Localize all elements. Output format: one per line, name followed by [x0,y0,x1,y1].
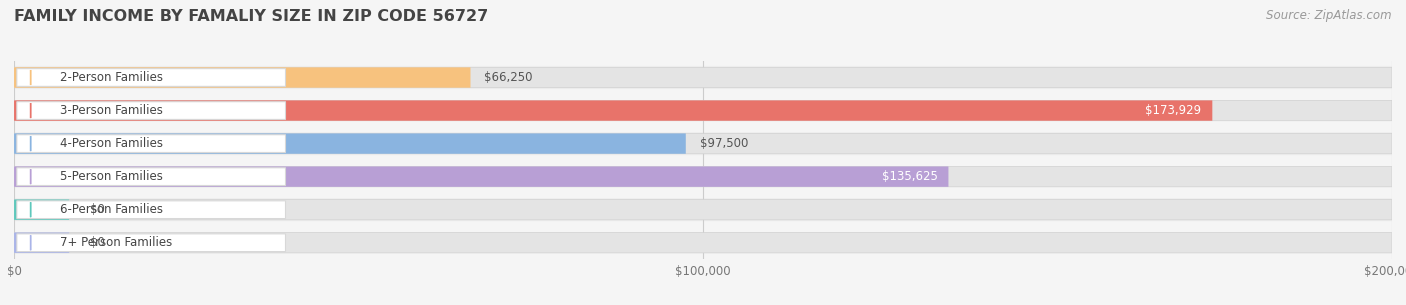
Text: FAMILY INCOME BY FAMALIY SIZE IN ZIP CODE 56727: FAMILY INCOME BY FAMALIY SIZE IN ZIP COD… [14,9,488,24]
Text: Source: ZipAtlas.com: Source: ZipAtlas.com [1267,9,1392,22]
FancyBboxPatch shape [14,167,1392,187]
Text: 7+ Person Families: 7+ Person Families [59,236,172,249]
Text: $135,625: $135,625 [882,170,938,183]
FancyBboxPatch shape [14,199,1392,220]
Text: 6-Person Families: 6-Person Families [59,203,163,216]
Text: $66,250: $66,250 [484,71,533,84]
Text: 4-Person Families: 4-Person Families [59,137,163,150]
FancyBboxPatch shape [14,198,1392,221]
FancyBboxPatch shape [14,133,686,154]
FancyBboxPatch shape [14,167,949,187]
Text: $97,500: $97,500 [700,137,748,150]
FancyBboxPatch shape [14,67,1392,88]
FancyBboxPatch shape [14,232,1392,253]
FancyBboxPatch shape [17,69,285,86]
Text: 5-Person Families: 5-Person Families [59,170,163,183]
FancyBboxPatch shape [14,133,1392,154]
Text: 2-Person Families: 2-Person Families [59,71,163,84]
FancyBboxPatch shape [17,102,285,120]
FancyBboxPatch shape [17,135,285,152]
FancyBboxPatch shape [14,232,69,253]
FancyBboxPatch shape [17,168,285,185]
FancyBboxPatch shape [14,66,1392,89]
FancyBboxPatch shape [14,132,1392,155]
Text: $0: $0 [90,203,104,216]
FancyBboxPatch shape [14,100,1392,121]
Text: $173,929: $173,929 [1144,104,1201,117]
Text: $0: $0 [90,236,104,249]
FancyBboxPatch shape [14,99,1392,122]
FancyBboxPatch shape [14,199,69,220]
FancyBboxPatch shape [14,67,471,88]
FancyBboxPatch shape [14,165,1392,188]
Text: 3-Person Families: 3-Person Families [59,104,163,117]
FancyBboxPatch shape [14,100,1212,121]
FancyBboxPatch shape [14,231,1392,254]
FancyBboxPatch shape [17,201,285,219]
FancyBboxPatch shape [17,234,285,252]
